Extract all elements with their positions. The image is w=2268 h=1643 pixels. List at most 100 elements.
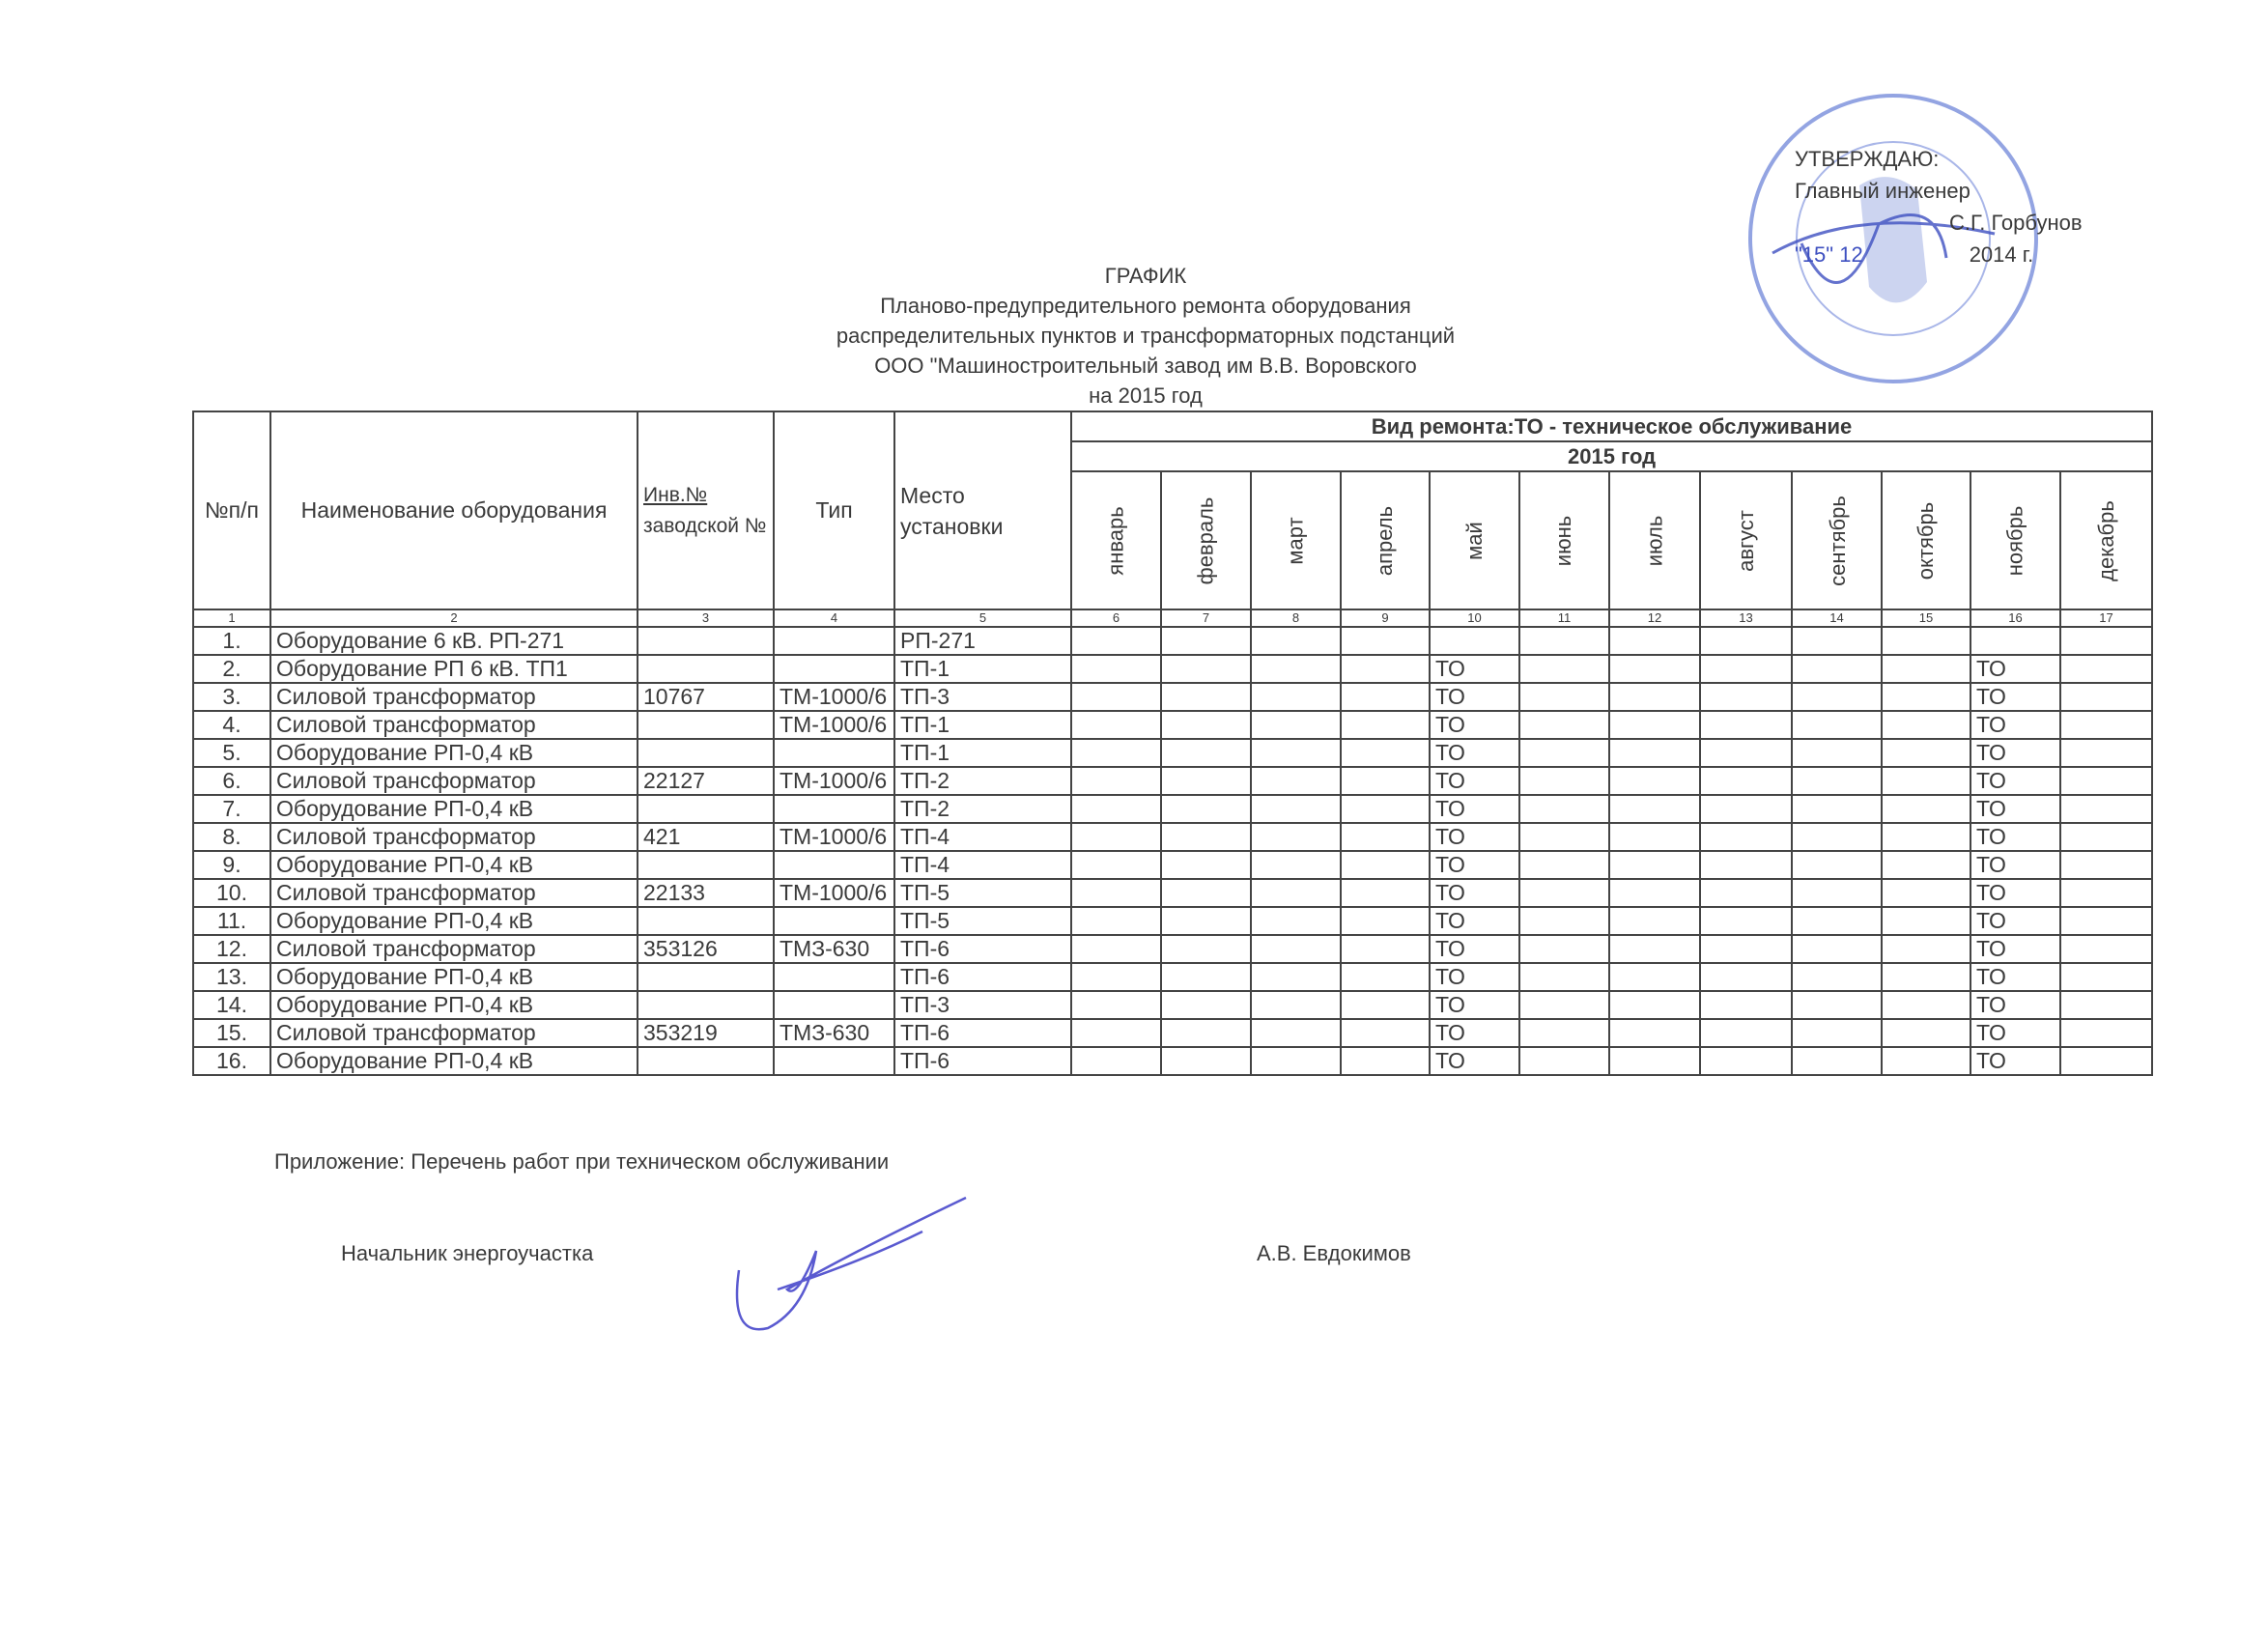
cell-month [1699, 990, 1793, 1020]
cell-name: Силовой трансформатор [269, 934, 638, 964]
header-month: март [1250, 470, 1342, 610]
cell-type [773, 794, 895, 824]
cell-month [2058, 710, 2154, 740]
cell-month [1608, 1046, 1701, 1076]
cell-month [1791, 654, 1883, 684]
cell-month [1250, 654, 1342, 684]
cell-month: ТО [1429, 850, 1520, 880]
cell-month [1518, 710, 1610, 740]
cell-month [1699, 850, 1793, 880]
cell-month [1070, 934, 1162, 964]
cell-month: ТО [1429, 794, 1520, 824]
cell-month: ТО [1970, 738, 2061, 768]
cell-place: ТП-6 [893, 1018, 1072, 1048]
cell-type [773, 906, 895, 936]
cell-month [1160, 934, 1252, 964]
title-line: Планово-предупредительного ремонта обору… [880, 294, 1411, 318]
cell-month [1881, 682, 1971, 712]
cell-month [1699, 626, 1793, 656]
header-repair-kind: Вид ремонта:ТО - техническое обслуживани… [1069, 411, 2154, 442]
approval-date-year: 2014 г. [1969, 242, 2034, 267]
cell-month [1518, 850, 1610, 880]
cell-inv: 22127 [637, 766, 775, 796]
cell-month [1160, 1018, 1252, 1048]
table-row: 10. Силовой трансформатор 22133 ТМ-1000/6 ТП… [192, 878, 2154, 908]
cell-month [2058, 738, 2154, 768]
column-number: 15 [1881, 609, 1971, 628]
cell-month [1881, 990, 1971, 1020]
cell-num: 8. [192, 822, 271, 852]
cell-inv [637, 906, 775, 936]
header-month: февраль [1160, 470, 1252, 610]
header-month: август [1699, 470, 1793, 610]
table-row: 7. Оборудование РП-0,4 кВ ТП-2 ТО ТО [192, 794, 2154, 824]
cell-month [1250, 710, 1342, 740]
cell-month [2058, 822, 2154, 852]
cell-month [1518, 878, 1610, 908]
cell-month [1608, 822, 1701, 852]
cell-month [1340, 1046, 1431, 1076]
cell-month [1340, 626, 1431, 656]
cell-month [1881, 906, 1971, 936]
cell-month [1160, 766, 1252, 796]
cell-month [1699, 710, 1793, 740]
cell-month [2058, 990, 2154, 1020]
cell-month [1160, 682, 1252, 712]
cell-place: ТП-6 [893, 962, 1072, 992]
cell-month [1608, 850, 1701, 880]
cell-month: ТО [1970, 990, 2061, 1020]
cell-num: 13. [192, 962, 271, 992]
cell-type [773, 850, 895, 880]
table-row: 12. Силовой трансформатор 353126 ТМЗ-630 ТП-… [192, 934, 2154, 964]
header-month: январь [1070, 470, 1162, 610]
signer-role: Начальник энергоучастка [341, 1241, 594, 1265]
handwritten-signature [735, 1196, 967, 1331]
cell-month: ТО [1970, 710, 2061, 740]
cell-month [2058, 1018, 2154, 1048]
cell-month [1160, 822, 1252, 852]
title-line: ООО "Машиностроительный завод им В.В. Во… [874, 354, 1417, 378]
cell-month [1699, 738, 1793, 768]
column-number: 6 [1070, 609, 1162, 628]
cell-month [1070, 878, 1162, 908]
cell-month [1608, 1018, 1701, 1048]
cell-type [773, 962, 895, 992]
cell-month [1608, 626, 1701, 656]
cell-num: 12. [192, 934, 271, 964]
column-number: 8 [1250, 609, 1342, 628]
cell-month [1608, 878, 1701, 908]
cell-month [1518, 794, 1610, 824]
cell-month [2058, 1046, 2154, 1076]
cell-month: ТО [1429, 1018, 1520, 1048]
cell-type [773, 990, 895, 1020]
cell-month [1608, 738, 1701, 768]
cell-month [1518, 626, 1610, 656]
header-month: сентябрь [1791, 470, 1883, 610]
column-number: 1 [192, 609, 271, 628]
cell-num: 10. [192, 878, 271, 908]
cell-type [773, 654, 895, 684]
cell-month [2058, 794, 2154, 824]
cell-name: Силовой трансформатор [269, 878, 638, 908]
cell-type: ТМ-1000/6 [773, 822, 895, 852]
cell-inv [637, 850, 775, 880]
cell-month: ТО [1970, 794, 2061, 824]
cell-month: ТО [1429, 1046, 1520, 1076]
cell-month [1250, 878, 1342, 908]
cell-month [1340, 766, 1431, 796]
cell-month [1250, 822, 1342, 852]
cell-type [773, 738, 895, 768]
cell-place: ТП-1 [893, 738, 1072, 768]
header-month: ноябрь [1970, 470, 2061, 610]
cell-month [1518, 990, 1610, 1020]
table-row: 9. Оборудование РП-0,4 кВ ТП-4 ТО ТО [192, 850, 2154, 880]
cell-month [2058, 934, 2154, 964]
cell-month [1881, 822, 1971, 852]
cell-month [1791, 794, 1883, 824]
cell-month: ТО [1970, 1046, 2061, 1076]
cell-month [1070, 626, 1162, 656]
cell-month [1160, 906, 1252, 936]
cell-name: Силовой трансформатор [269, 766, 638, 796]
cell-month [1160, 990, 1252, 1020]
column-number: 12 [1608, 609, 1701, 628]
